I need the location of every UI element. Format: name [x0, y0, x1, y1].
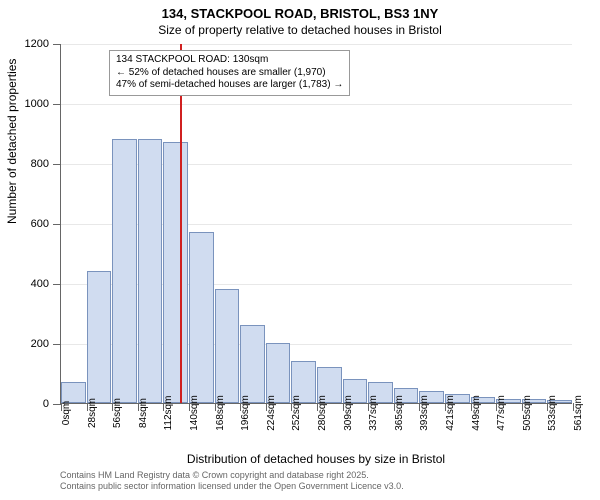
histogram-bar [138, 139, 163, 403]
y-axis-label: Number of detached properties [5, 59, 19, 224]
x-tick-label: 280sqm [317, 395, 328, 431]
x-tick-label: 28sqm [87, 398, 98, 428]
x-axis-label: Distribution of detached houses by size … [60, 452, 572, 466]
marker-line [180, 44, 182, 403]
x-tick-label: 533sqm [547, 395, 558, 431]
y-tick-label: 0 [43, 398, 49, 410]
y-tick [53, 104, 61, 105]
x-tick-label: 309sqm [343, 395, 354, 431]
x-tick-label: 449sqm [471, 395, 482, 431]
grid-line [61, 44, 572, 45]
y-tick [53, 284, 61, 285]
footer-line-1: Contains HM Land Registry data © Crown c… [60, 470, 404, 481]
grid-line [61, 104, 572, 105]
y-tick-label: 1000 [25, 98, 49, 110]
x-tick-label: 421sqm [445, 395, 456, 431]
x-tick-label: 505sqm [522, 395, 533, 431]
y-tick-label: 400 [31, 278, 49, 290]
histogram-bar [266, 343, 291, 403]
histogram-bar [112, 139, 137, 403]
histogram-bar [240, 325, 265, 403]
footer-line-2: Contains public sector information licen… [60, 481, 404, 492]
x-tick-label: 112sqm [163, 396, 174, 431]
page-title: 134, STACKPOOL ROAD, BRISTOL, BS3 1NY [0, 0, 600, 21]
x-tick-label: 477sqm [496, 395, 507, 431]
annotation-line-3: 47% of semi-detached houses are larger (… [116, 79, 343, 92]
histogram-bar [163, 142, 188, 403]
x-tick-label: 84sqm [138, 398, 149, 428]
x-tick-label: 365sqm [394, 395, 405, 431]
annotation-line-1: 134 STACKPOOL ROAD: 130sqm [116, 54, 343, 67]
histogram-plot: 0200400600800100012000sqm28sqm56sqm84sqm… [60, 44, 572, 404]
x-tick-label: 224sqm [266, 395, 277, 431]
histogram-bar [87, 271, 112, 403]
annotation-line-2: ← 52% of detached houses are smaller (1,… [116, 67, 343, 80]
x-tick-label: 393sqm [419, 395, 430, 431]
y-tick [53, 44, 61, 45]
y-tick-label: 800 [31, 158, 49, 170]
y-tick-label: 1200 [25, 38, 49, 50]
annotation-box: 134 STACKPOOL ROAD: 130sqm← 52% of detac… [109, 50, 350, 96]
x-tick-label: 168sqm [215, 395, 226, 431]
y-tick-label: 600 [31, 218, 49, 230]
y-tick [53, 164, 61, 165]
histogram-bar [189, 232, 214, 403]
x-tick-label: 196sqm [240, 395, 251, 431]
histogram-bar [215, 289, 240, 403]
footer-attribution: Contains HM Land Registry data © Crown c… [60, 470, 404, 492]
y-tick [53, 344, 61, 345]
x-tick-label: 140sqm [189, 395, 200, 431]
x-tick-label: 561sqm [573, 395, 584, 431]
x-tick-label: 0sqm [61, 401, 72, 425]
x-tick-label: 56sqm [112, 398, 123, 428]
y-tick [53, 404, 61, 405]
y-tick [53, 224, 61, 225]
page-subtitle: Size of property relative to detached ho… [0, 21, 600, 37]
x-tick-label: 252sqm [291, 395, 302, 431]
x-tick-label: 337sqm [368, 395, 379, 431]
y-tick-label: 200 [31, 338, 49, 350]
